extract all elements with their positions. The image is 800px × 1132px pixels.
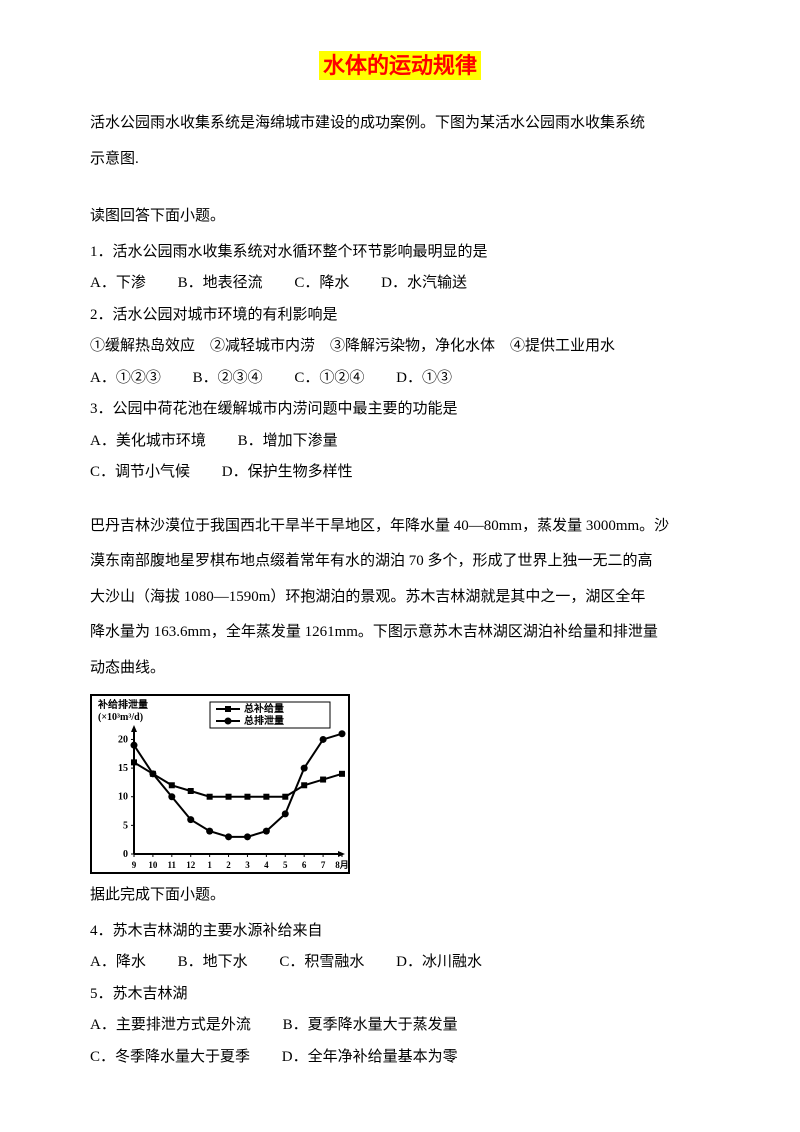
q5-options-row2: C．冬季降水量大于夏季 D．全年净补给量基本为零 [90,1042,710,1074]
q2-options: A．①②③ B．②③④ C．①②④ D．①③ [90,363,710,395]
svg-text:11: 11 [168,860,177,870]
q4-opt-a: A．降水 [90,947,146,979]
q2-circled: ①缓解热岛效应 ②减轻城市内涝 ③降解污染物，净化水体 ④提供工业用水 [90,331,710,363]
svg-text:2: 2 [226,860,231,870]
q5-opt-b: B．夏季降水量大于蒸发量 [283,1010,458,1042]
q3-opt-b: B．增加下渗量 [238,426,338,458]
svg-text:12: 12 [186,860,196,870]
q1-opt-b: B．地表径流 [178,268,263,300]
svg-text:5: 5 [123,820,128,831]
svg-text:3: 3 [245,860,250,870]
chart-svg: 补给排泄量(×10³m³/d)总补给量总排泄量05101520910111212… [92,696,352,876]
q4-stem: 4．苏木吉林湖的主要水源补给来自 [90,916,710,948]
svg-text:4: 4 [264,860,269,870]
q5-stem: 5．苏木吉林湖 [90,979,710,1011]
intro2-line4: 降水量为 163.6mm，全年蒸发量 1261mm。下图示意苏木吉林湖区湖泊补给… [90,617,710,649]
q1-opt-d: D．水汽输送 [381,268,467,300]
q2-stem: 2．活水公园对城市环境的有利影响是 [90,300,710,332]
q2-opt-d: D．①③ [396,363,452,395]
q4-options: A．降水 B．地下水 C．积雪融水 D．冰川融水 [90,947,710,979]
svg-text:补给排泄量: 补给排泄量 [97,698,148,711]
q1-opt-a: A．下渗 [90,268,146,300]
svg-text:总排泄量: 总排泄量 [244,714,284,727]
q2-opt-a: A．①②③ [90,363,161,395]
q5-opt-c: C．冬季降水量大于夏季 [90,1042,250,1074]
q1-options: A．下渗 B．地表径流 C．降水 D．水汽输送 [90,268,710,300]
svg-text:20: 20 [118,734,128,745]
svg-text:1: 1 [207,860,212,870]
q1-stem: 1．活水公园雨水收集系统对水循环整个环节影响最明显的是 [90,237,710,269]
intro1-line2: 示意图. [90,144,710,176]
chart-container: 补给排泄量(×10³m³/d)总补给量总排泄量05101520910111212… [90,694,710,874]
svg-text:10: 10 [118,792,128,803]
intro1-line1: 活水公园雨水收集系统是海绵城市建设的成功案例。下图为某活水公园雨水收集系统 [90,108,710,140]
intro2-line1: 巴丹吉林沙漠位于我国西北干旱半干旱地区，年降水量 40—80mm，蒸发量 300… [90,511,710,543]
q3-stem: 3．公园中荷花池在缓解城市内涝问题中最主要的功能是 [90,394,710,426]
svg-text:10: 10 [148,860,158,870]
instruction2: 据此完成下面小题。 [90,880,710,912]
q3-opt-c: C．调节小气候 [90,457,190,489]
q5-opt-a: A．主要排泄方式是外流 [90,1010,251,1042]
svg-text:5: 5 [283,860,288,870]
instruction1: 读图回答下面小题。 [90,201,710,233]
svg-text:8月: 8月 [335,860,349,870]
q4-opt-d: D．冰川融水 [396,947,482,979]
q3-options-row2: C．调节小气候 D．保护生物多样性 [90,457,710,489]
q2-opt-b: B．②③④ [193,363,263,395]
q5-opt-d: D．全年净补给量基本为零 [282,1042,458,1074]
q4-opt-c: C．积雪融水 [279,947,364,979]
q3-opt-d: D．保护生物多样性 [222,457,353,489]
q5-options-row1: A．主要排泄方式是外流 B．夏季降水量大于蒸发量 [90,1010,710,1042]
svg-text:15: 15 [118,763,128,774]
q4-opt-b: B．地下水 [178,947,248,979]
q1-opt-c: C．降水 [294,268,349,300]
q2-opt-c: C．①②④ [294,363,364,395]
intro2-line5: 动态曲线。 [90,653,710,685]
svg-text:7: 7 [321,860,326,870]
svg-text:0: 0 [123,849,128,860]
svg-text:9: 9 [132,860,137,870]
line-chart: 补给排泄量(×10³m³/d)总补给量总排泄量05101520910111212… [90,694,350,874]
intro2-line3: 大沙山（海拔 1080—1590m）环抱湖泊的景观。苏木吉林湖就是其中之一，湖区… [90,582,710,614]
q3-opt-a: A．美化城市环境 [90,426,206,458]
intro2-line2: 漠东南部腹地星罗棋布地点缀着常年有水的湖泊 70 多个，形成了世界上独一无二的高 [90,546,710,578]
q3-options-row1: A．美化城市环境 B．增加下渗量 [90,426,710,458]
svg-text:总补给量: 总补给量 [244,702,284,715]
page-title: 水体的运动规律 [90,48,710,80]
svg-text:(×10³m³/d): (×10³m³/d) [98,712,143,723]
svg-text:6: 6 [302,860,307,870]
title-text: 水体的运动规律 [319,51,481,80]
